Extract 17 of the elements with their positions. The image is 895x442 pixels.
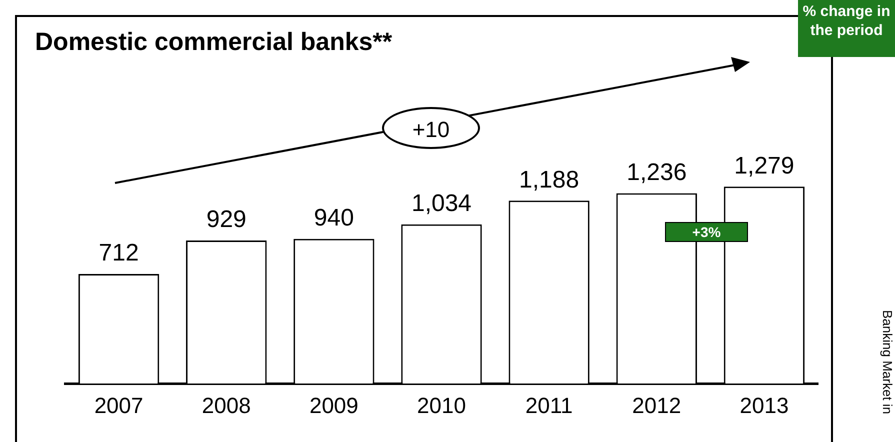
x-tick-label: 2007 <box>94 392 144 418</box>
data-label: 712 <box>98 240 139 267</box>
chart-title: Domestic commercial banks** <box>35 28 392 57</box>
text: Banking Market in <box>880 310 895 414</box>
x-tick-label: 2010 <box>417 392 466 418</box>
x-tick-label: 2012 <box>632 392 682 418</box>
data-label: 929 <box>206 206 246 234</box>
data-label: 940 <box>314 204 354 232</box>
x-tick-label: 2008 <box>202 392 251 418</box>
x-tick-label: 2013 <box>740 392 789 418</box>
data-label: 1,279 <box>734 152 794 180</box>
text: +10 <box>382 107 480 149</box>
data-label: 1,236 <box>626 158 687 186</box>
x-tick-label: 2009 <box>309 392 358 418</box>
data-label: 1,188 <box>519 166 580 194</box>
data-label: 1,034 <box>411 190 472 217</box>
x-tick-label: 2011 <box>525 392 573 418</box>
